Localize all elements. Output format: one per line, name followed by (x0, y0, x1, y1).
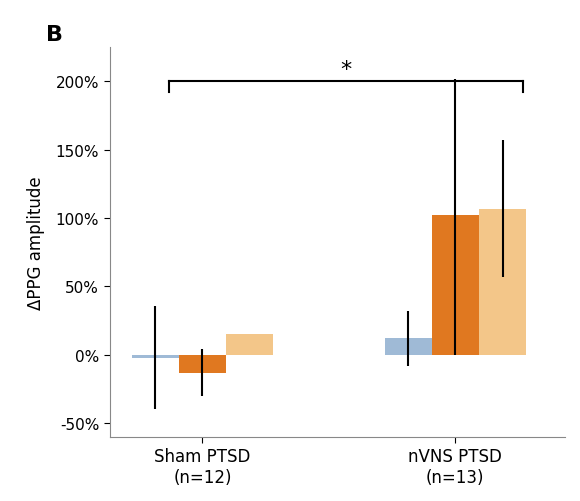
Bar (226, 335, 273, 355)
Bar (132, 355, 179, 358)
Y-axis label: ΔPPG amplitude: ΔPPG amplitude (27, 176, 45, 309)
Text: B: B (46, 25, 63, 45)
Bar (432, 216, 479, 355)
Bar (179, 355, 226, 373)
Text: *: * (340, 60, 351, 80)
Bar (385, 339, 432, 355)
Bar (479, 209, 526, 355)
